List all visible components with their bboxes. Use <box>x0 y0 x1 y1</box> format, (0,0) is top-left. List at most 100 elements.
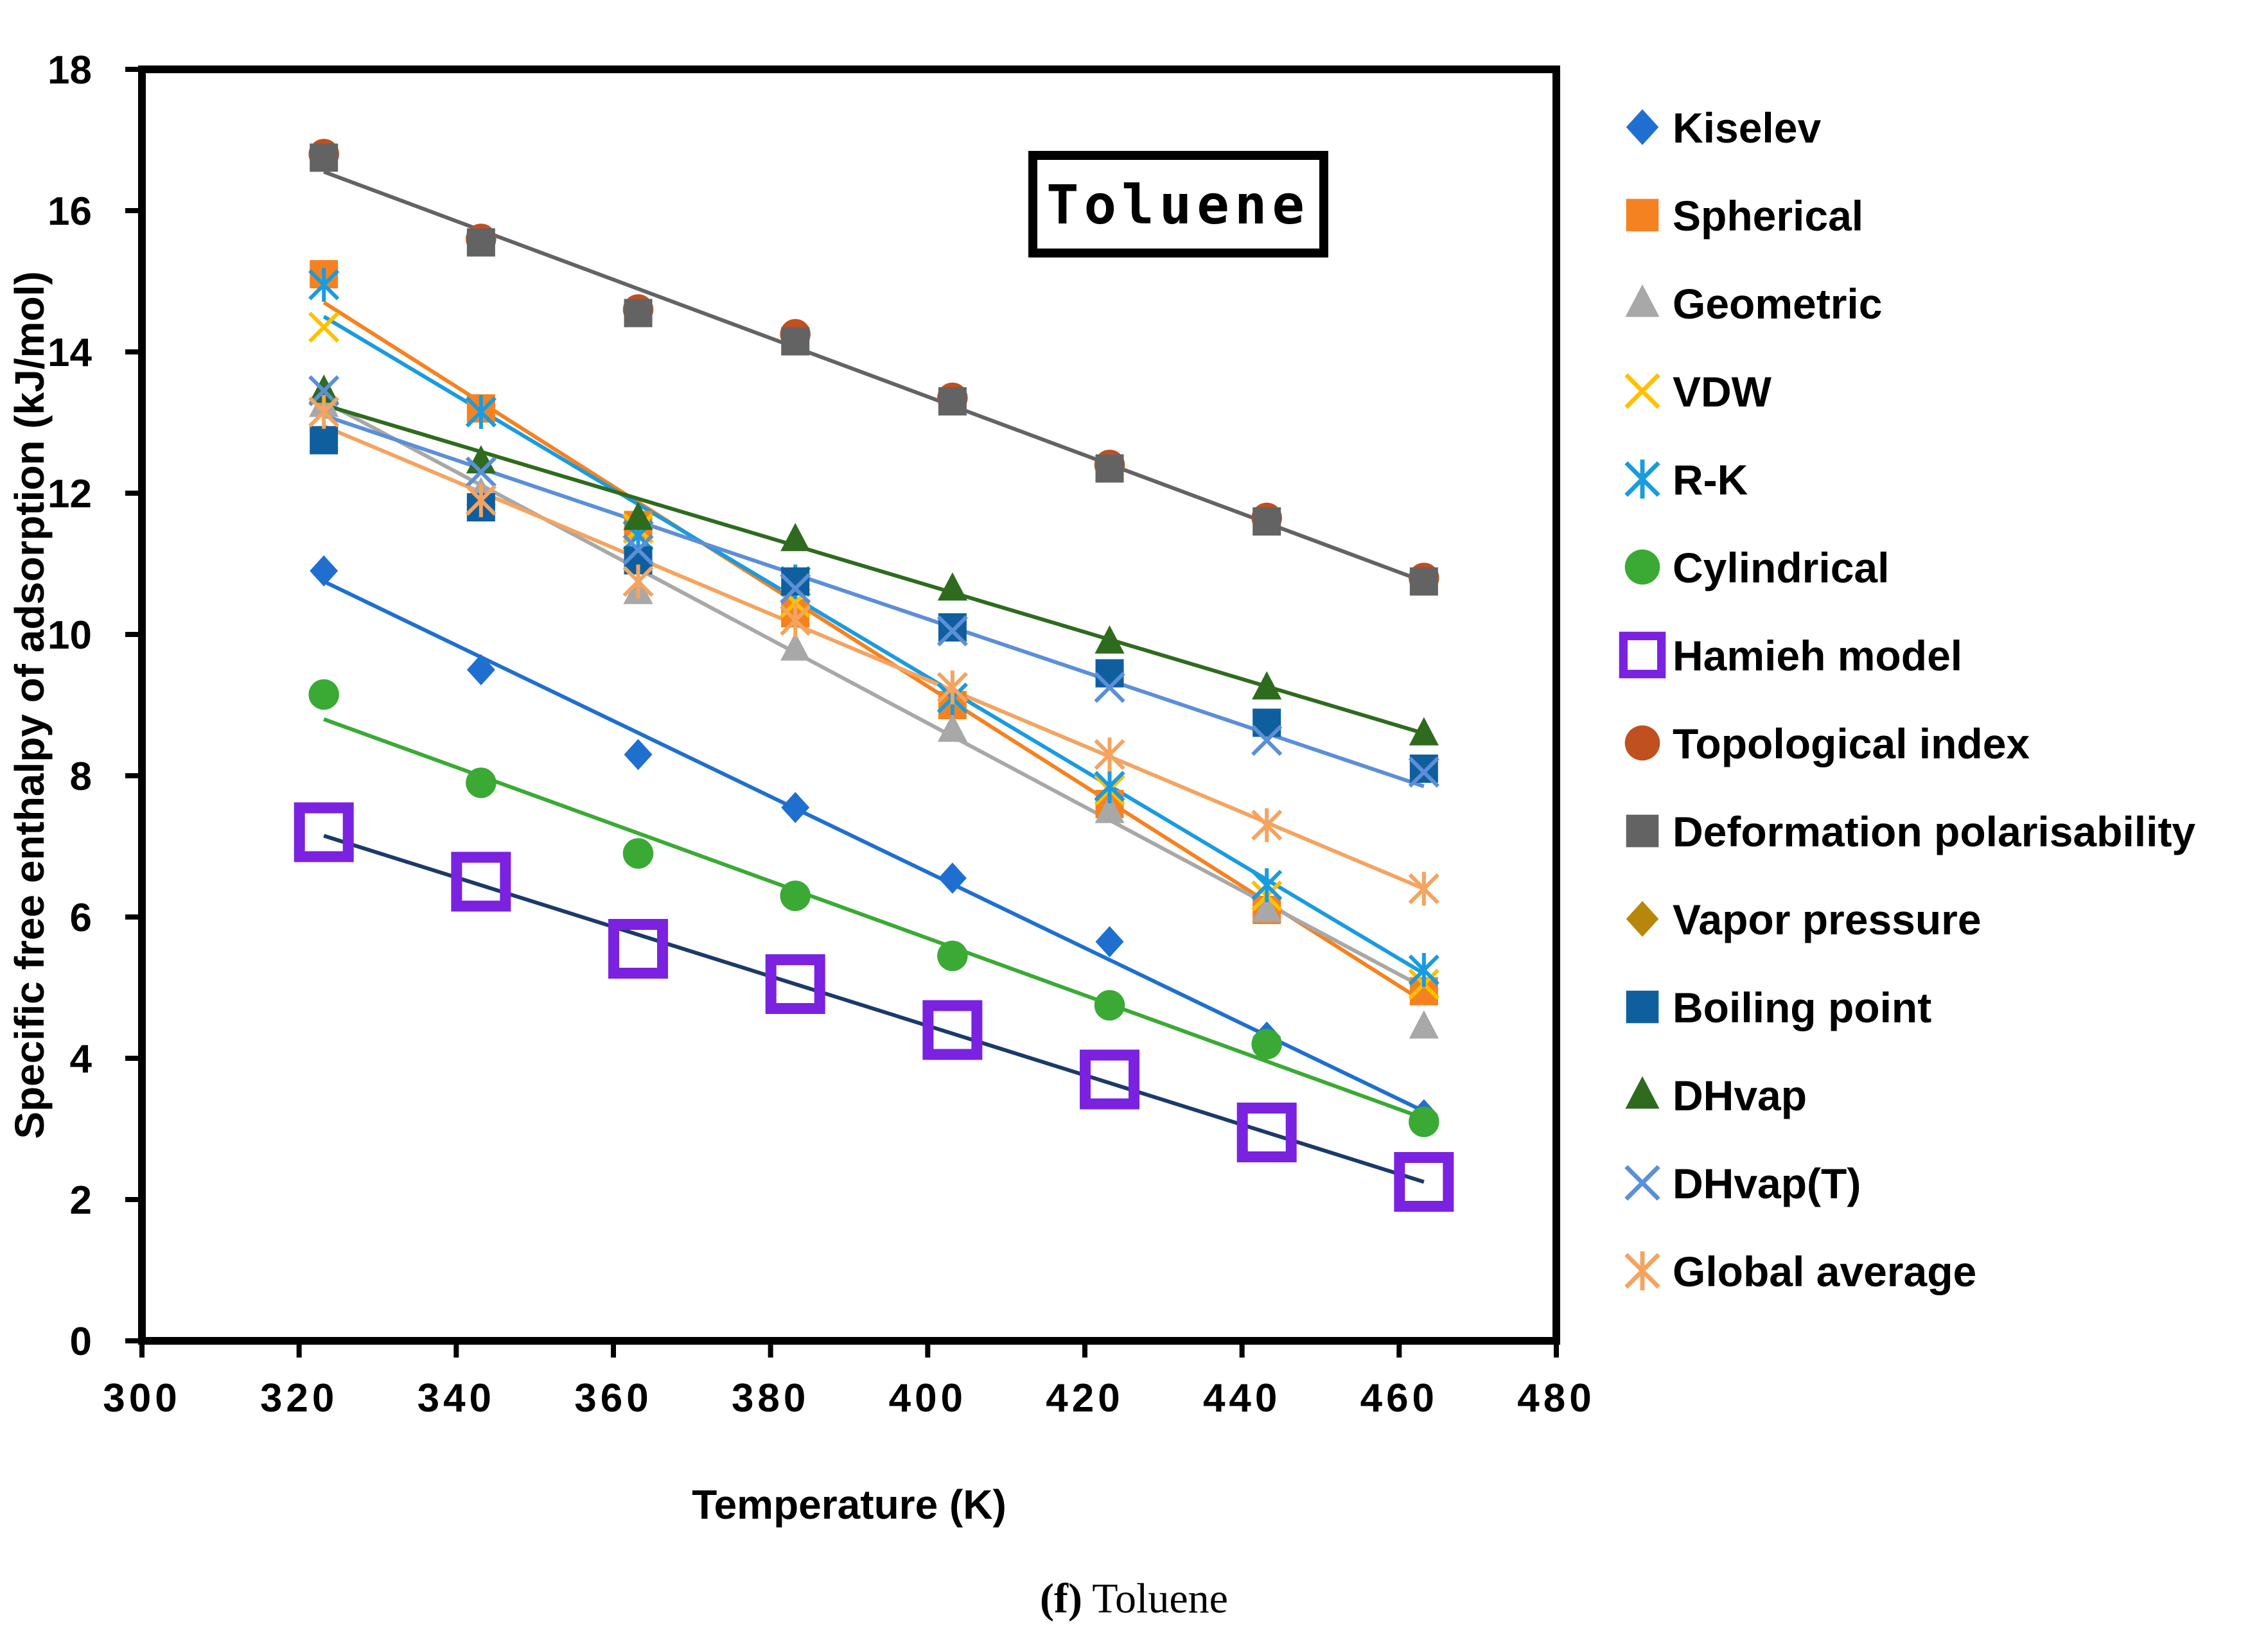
legend-item-global-average: Global average <box>1624 1248 1976 1295</box>
point-kiselev <box>624 738 653 771</box>
y-tick-label: 2 <box>70 1178 92 1223</box>
point-boiling-point <box>781 567 810 596</box>
legend-label: Topological index <box>1673 720 2030 767</box>
point-global-average <box>1408 871 1439 906</box>
legend-item-hamieh-model: Hamieh model <box>1619 631 1962 679</box>
point-global-average <box>622 564 654 598</box>
legend-label: DHvap <box>1673 1072 1807 1119</box>
chart-label-frame <box>1028 151 1328 258</box>
point-dhvap-t <box>780 573 811 604</box>
fit-line-spherical <box>322 301 1425 1004</box>
series-deformation-polarisability <box>310 143 1438 596</box>
y-tick-label: 16 <box>48 189 92 234</box>
legend-label: R-K <box>1673 456 1748 503</box>
legend-marker-r-k <box>1624 459 1660 499</box>
x-tick-label: 420 <box>1046 1376 1123 1420</box>
point-kiselev <box>310 555 338 587</box>
point-dhvap <box>1409 717 1439 746</box>
point-geometric <box>1409 1010 1439 1039</box>
point-geometric <box>937 713 967 742</box>
point-r-k <box>1251 868 1283 902</box>
series-dhvap-t <box>308 375 1439 788</box>
point-global-average <box>780 603 811 638</box>
point-global-average <box>308 395 340 429</box>
point-global-average <box>936 670 968 704</box>
y-axis-ticks: 0 2 4 6 8 10 12 14 16 18 <box>48 48 142 1364</box>
point-cylindrical <box>780 880 811 911</box>
series-dhvap <box>309 374 1439 746</box>
series-hamieh-model <box>294 802 1454 1212</box>
point-boiling-point <box>310 426 338 455</box>
point-hamieh-model <box>294 802 354 862</box>
legend-item-cylindrical: Cylindrical <box>1624 544 1889 591</box>
legend-label: Global average <box>1673 1248 1976 1295</box>
point-cylindrical <box>1251 1029 1282 1060</box>
series-r-k <box>308 268 1439 987</box>
data-markers <box>294 139 1454 1212</box>
fit-line-global-average <box>323 424 1425 891</box>
caption-text: Toluene <box>1082 1575 1228 1622</box>
point-hamieh-model <box>1236 1103 1297 1162</box>
point-kiselev <box>781 792 810 823</box>
point-kiselev <box>938 862 967 894</box>
point-deformation-polarisability <box>938 387 967 415</box>
x-axis-ticks: 300 320 340 360 380 400 420 440 460 480 <box>103 1341 1592 1420</box>
legend-marker-vapor-pressure <box>1626 901 1659 937</box>
legend-label: Spherical <box>1673 192 1863 240</box>
x-tick-label: 400 <box>889 1376 967 1420</box>
legend-marker-hamieh-model <box>1619 631 1666 679</box>
point-dhvap <box>780 523 811 552</box>
y-tick-label: 8 <box>70 755 92 799</box>
point-hamieh-model <box>608 919 669 979</box>
legend-item-boiling-point: Boiling point <box>1626 984 1931 1031</box>
point-kiselev <box>466 654 495 686</box>
series-boiling-point <box>310 426 1438 783</box>
legend-marker-dhvap-t <box>1624 1165 1660 1201</box>
point-hamieh-model <box>765 954 825 1014</box>
legend-marker-spherical <box>1626 198 1659 232</box>
point-hamieh-model <box>1080 1049 1140 1110</box>
point-hamieh-model <box>451 852 511 912</box>
legend-marker-dhvap <box>1625 1076 1660 1109</box>
series-global-average <box>308 395 1439 906</box>
legend-label: Geometric <box>1673 280 1882 328</box>
point-deformation-polarisability <box>624 299 653 328</box>
legend-label: DHvap(T) <box>1673 1160 1861 1207</box>
point-cylindrical <box>1409 1106 1439 1137</box>
point-geometric <box>780 632 811 661</box>
point-dhvap <box>623 502 653 530</box>
legend-item-vapor-pressure: Vapor pressure <box>1626 896 1982 943</box>
legend: Kiselev Spherical Geometric VDW R-K Cylindric… <box>1619 104 2195 1295</box>
legend-label: Deformation polarisability <box>1673 808 2195 855</box>
legend-marker-geometric <box>1625 284 1660 317</box>
legend-item-spherical: Spherical <box>1626 192 1863 240</box>
point-global-average <box>1094 737 1125 772</box>
legend-marker-cylindrical <box>1624 549 1660 585</box>
fit-line-cylindrical <box>323 717 1425 1121</box>
point-dhvap-t <box>622 534 654 566</box>
legend-marker-boiling-point <box>1626 990 1659 1024</box>
legend-label: Boiling point <box>1673 984 1931 1031</box>
point-dhvap <box>937 572 967 601</box>
chart-label: Toluene <box>1046 173 1310 236</box>
point-global-average <box>1251 808 1283 843</box>
legend-marker-deformation-polarisability <box>1626 814 1659 848</box>
x-tick-label: 320 <box>260 1376 338 1420</box>
y-tick-label: 0 <box>70 1320 92 1364</box>
point-dhvap <box>1252 671 1282 700</box>
legend-marker-global-average <box>1624 1251 1660 1291</box>
legend-label: Hamieh model <box>1673 632 1962 679</box>
point-boiling-point <box>938 613 967 642</box>
fit-line-kiselev <box>322 579 1425 1114</box>
legend-item-deformation-polarisability: Deformation polarisability <box>1626 808 2195 855</box>
legend-item-kiselev: Kiselev <box>1626 104 1821 152</box>
point-cylindrical <box>1094 990 1125 1021</box>
caption-letter: (f) <box>1040 1575 1082 1622</box>
x-tick-label: 460 <box>1360 1376 1438 1420</box>
point-deformation-polarisability <box>1095 454 1124 483</box>
fit-line-r-k <box>322 315 1425 975</box>
y-tick-label: 18 <box>48 48 92 92</box>
point-kiselev <box>1095 926 1124 957</box>
point-boiling-point <box>1095 659 1124 688</box>
